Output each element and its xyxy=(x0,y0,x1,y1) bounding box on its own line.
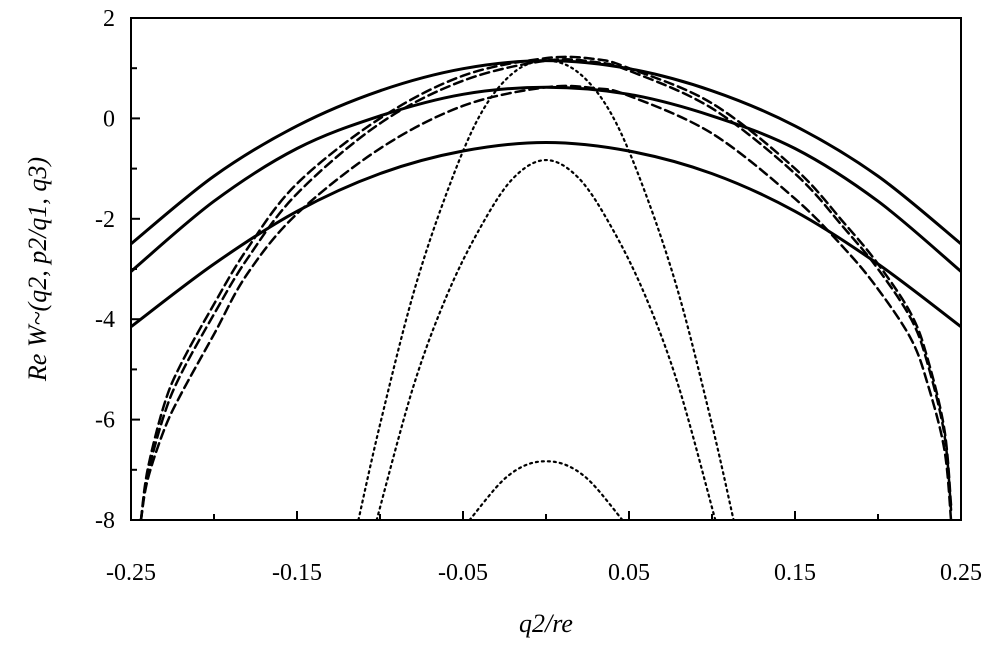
plot-area xyxy=(131,55,961,520)
y-tick-label: 2 xyxy=(103,6,115,32)
y-axis: -8 -6 -4 -2 0 2 xyxy=(95,6,140,534)
plot-frame xyxy=(130,17,962,521)
x-tick-label: -0.05 xyxy=(438,560,488,586)
x-axis: -0.25 -0.15 -0.05 0.05 0.15 0.25 xyxy=(106,511,982,586)
x-axis-label: q2/re xyxy=(519,609,573,638)
y-tick-label: -6 xyxy=(95,408,115,434)
x-tick-label: 0.15 xyxy=(774,560,816,586)
x-tick-label: -0.15 xyxy=(272,560,322,586)
y-tick-label: -4 xyxy=(95,307,115,333)
series-dashed-6 xyxy=(139,84,953,520)
y-tick-label: 0 xyxy=(103,106,115,132)
y-tick-label: -8 xyxy=(95,508,115,534)
series-solid-2 xyxy=(131,85,961,274)
x-tick-label: -0.25 xyxy=(106,560,156,586)
x-tick-label: 0.05 xyxy=(608,560,650,586)
y-tick-label: -2 xyxy=(95,207,115,233)
series-solid-1 xyxy=(131,59,961,246)
y-axis-label: Re W~(q2, p2/q1, q3) xyxy=(23,157,52,382)
series-dashed-4 xyxy=(139,58,953,520)
series-dotted-7 xyxy=(357,59,735,520)
series-dashed-5 xyxy=(139,55,953,520)
x-tick-label: 0.25 xyxy=(940,560,982,586)
series-dotted-9 xyxy=(468,460,624,520)
series-dotted-8 xyxy=(375,158,717,520)
